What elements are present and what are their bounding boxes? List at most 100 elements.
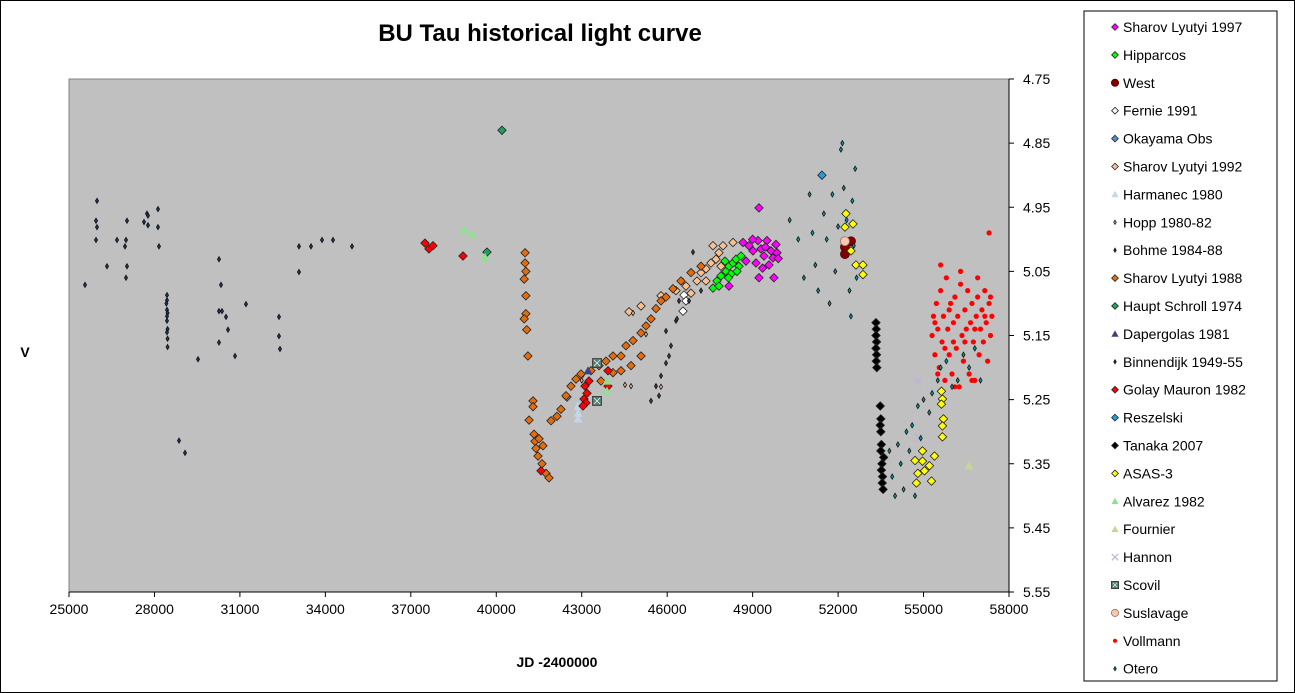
y-tick-label: 5.55 [1023,584,1050,600]
x-tick-label: 43000 [562,601,601,617]
y-tick-label: 5.35 [1023,456,1050,472]
data-point [716,271,726,281]
data-point [929,332,935,339]
data-point [276,313,282,321]
data-point [579,377,584,384]
data-point [946,352,952,358]
legend-marker-diamond [1111,23,1119,31]
series-suslavage [840,236,850,247]
data-point [603,366,613,376]
data-point [930,389,935,397]
data-point [330,236,336,244]
legend-marker-circle [1111,78,1120,87]
data-point [164,328,170,336]
data-point [724,281,734,291]
data-point [932,320,938,326]
legend-item-sharov-lyutyi-1997: Sharov Lyutyi 1997 [1111,19,1243,35]
series-hipparcos [708,251,746,293]
data-point [840,236,850,247]
legend-label: Vollmann [1123,633,1181,649]
data-point [975,275,981,281]
legend-item-fournier: Fournier [1111,521,1175,537]
data-point [686,297,692,305]
data-point [243,300,249,308]
data-point [929,451,940,461]
data-point [841,184,846,192]
data-point [534,433,544,444]
data-point [296,242,302,250]
legend-item-golay-mauron-1982: Golay Mauron 1982 [1111,382,1246,398]
legend-marker-diamond [1111,441,1119,450]
x-tick-label: 52000 [819,601,858,617]
data-point [950,320,957,326]
data-point [927,409,932,416]
data-point [94,223,100,231]
data-point [164,300,169,307]
data-point [156,242,162,250]
data-point [663,327,669,335]
data-point [952,294,958,300]
data-point [216,307,222,315]
data-point [986,230,992,236]
data-point [966,371,972,377]
data-point [910,421,915,429]
data-point [93,236,99,244]
data-point [813,261,818,269]
legend-item-otero: Otero [1113,661,1158,677]
legend-marker-triangle [1111,497,1119,505]
data-point [686,267,696,278]
data-point [276,332,282,340]
data-point [646,314,656,324]
data-point [708,240,718,251]
data-point [942,377,948,383]
legend-box [1083,10,1278,682]
data-point [910,455,920,466]
legend-marker-diamond [1111,106,1119,115]
data-point [656,392,662,400]
data-point [824,235,829,243]
data-point [718,240,728,251]
data-point [668,283,678,294]
x-tick-label: 25000 [50,601,89,617]
data-point [94,197,100,205]
data-point [621,340,631,351]
data-point [232,352,238,360]
data-point [851,242,856,250]
data-point [878,484,888,495]
legend-marker-diamond [1111,134,1119,143]
data-point [872,362,882,373]
legend-label: Sharov Lyutyi 1992 [1123,159,1243,175]
data-point [960,358,967,364]
legend-item-alvarez-1982: Alvarez 1982 [1111,493,1205,509]
legend-marker-triangle [1111,525,1119,533]
data-point [628,382,634,390]
legend-label: Otero [1123,661,1158,677]
data-point [626,360,636,371]
data-point [523,351,533,361]
data-point [544,473,554,483]
data-point [556,404,566,415]
legend-item-sharov-lyutyi-1992: Sharov Lyutyi 1992 [1111,159,1243,175]
chart-title: BU Tau historical light curve [378,20,702,47]
data-point [580,381,590,391]
data-point [838,146,843,153]
legend-item-suslavage: Suslavage [1111,605,1189,621]
legend-item-hipparcos: Hipparcos [1111,47,1186,63]
data-point [840,222,850,232]
y-tick-label: 5.15 [1023,328,1050,344]
legend-label: Binnendijk 1949-55 [1123,354,1243,370]
series-scovil [592,358,602,406]
legend-label: Golay Mauron 1982 [1123,382,1246,398]
data-point [940,313,947,319]
data-point [986,300,992,307]
x-tick-label: 55000 [904,601,943,617]
data-point [937,432,948,442]
data-point [898,460,903,468]
series-binnendijk-1949-55 [82,197,355,457]
data-point [946,307,952,313]
data-point [850,197,855,205]
x-tick-label: 37000 [391,601,430,617]
data-point [961,351,966,359]
data-point [807,191,812,198]
data-point [747,234,758,245]
